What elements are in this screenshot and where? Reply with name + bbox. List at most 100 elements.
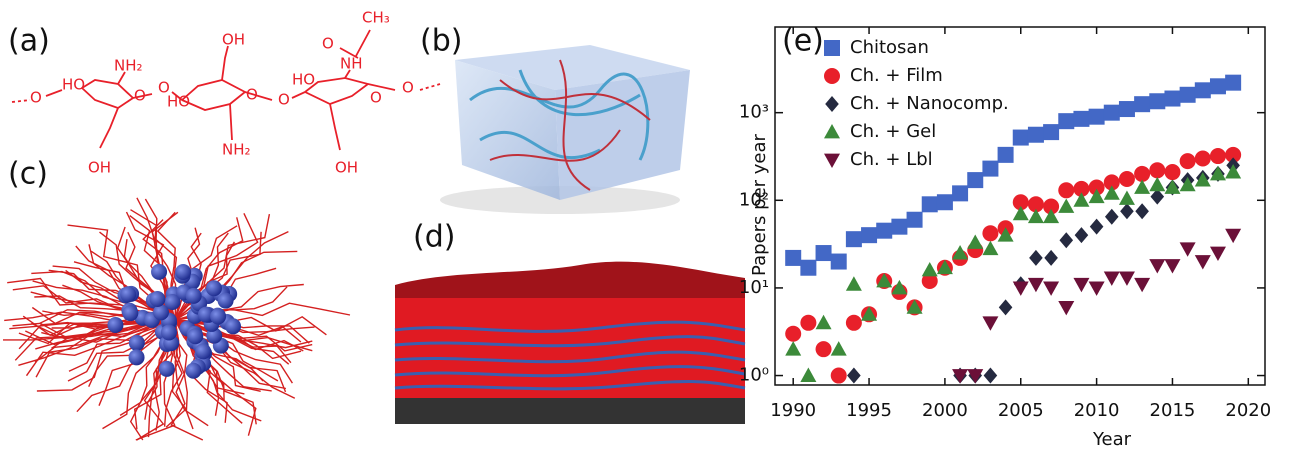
micelle-core — [205, 280, 222, 297]
micelle-core — [120, 286, 137, 303]
data-point — [1089, 218, 1104, 235]
data-point — [785, 341, 802, 356]
x-tick-label: 2010 — [1074, 400, 1120, 421]
data-point — [847, 367, 861, 384]
data-point — [845, 231, 862, 248]
data-point — [1164, 179, 1181, 194]
micelle-core — [195, 343, 212, 360]
x-tick-label: 1990 — [770, 400, 816, 421]
gel-illustration — [440, 45, 690, 214]
micelle-core — [158, 360, 175, 377]
data-point — [1149, 93, 1166, 110]
data-point — [1012, 194, 1029, 211]
data-point — [1120, 203, 1134, 220]
polymer-chain — [68, 319, 176, 372]
data-point — [967, 172, 984, 189]
micelle-core — [210, 308, 227, 325]
y-tick-label: 10⁰ — [739, 365, 769, 386]
data-point — [967, 369, 984, 384]
data-point — [982, 240, 999, 256]
micelle-core — [164, 294, 181, 311]
polymer-chain — [174, 319, 262, 422]
micelle-core — [107, 317, 124, 334]
x-tick-label: 2020 — [1225, 400, 1271, 421]
data-point — [982, 225, 999, 242]
polymer-chain — [174, 217, 244, 321]
data-point — [1103, 185, 1120, 200]
data-point — [1103, 174, 1120, 191]
data-point — [952, 245, 969, 260]
data-point — [1058, 113, 1075, 130]
data-point — [1194, 255, 1211, 270]
polymer-chain — [36, 319, 176, 392]
data-point — [800, 314, 817, 331]
data-point — [1029, 249, 1043, 266]
data-point — [830, 367, 847, 384]
data-point — [1043, 198, 1060, 215]
micelle-core — [160, 324, 177, 341]
micelle-core — [197, 306, 214, 323]
data-point — [1179, 153, 1196, 170]
atom-label: OH — [88, 159, 111, 177]
atom-label: OH — [335, 159, 358, 177]
data-point — [1088, 179, 1105, 196]
data-point — [1088, 188, 1105, 204]
data-point — [1209, 165, 1226, 181]
legend-label: Ch. + Film — [850, 65, 943, 86]
atom-label: HO — [62, 76, 85, 94]
data-point — [1209, 148, 1226, 165]
data-point — [891, 218, 908, 235]
data-point — [998, 299, 1013, 316]
atom-label: NH₂ — [114, 57, 143, 75]
data-point — [1027, 208, 1044, 224]
x-axis-label: Year — [1092, 429, 1132, 450]
micelle-core — [185, 362, 202, 379]
data-point — [845, 276, 862, 291]
atom-label: HO — [292, 71, 315, 89]
data-point — [1179, 242, 1196, 257]
data-point — [815, 245, 832, 262]
atom-label: OH — [222, 31, 245, 49]
data-point — [1118, 271, 1135, 286]
legend-marker — [824, 153, 840, 168]
data-point — [1103, 104, 1120, 121]
polymer-chain — [174, 315, 327, 336]
polymer-chain — [174, 241, 236, 321]
data-point — [1164, 259, 1181, 274]
data-point — [1150, 188, 1165, 205]
data-point — [1149, 259, 1166, 274]
micelle-core — [175, 264, 192, 281]
atom-label: O — [158, 79, 170, 97]
y-axis-label: Papers per year — [749, 133, 770, 275]
atom-label: HO — [167, 93, 190, 111]
micelle-core — [122, 305, 139, 322]
data-point — [936, 259, 953, 275]
data-point — [1044, 249, 1058, 266]
data-point — [983, 367, 998, 384]
legend-label: Ch. + Lbl — [850, 149, 933, 170]
data-point — [1073, 192, 1090, 207]
data-point — [1058, 198, 1075, 213]
legend-label: Chitosan — [850, 37, 929, 58]
data-point — [1225, 228, 1242, 244]
data-point — [1194, 150, 1211, 167]
y-tick-label: 10² — [739, 189, 769, 210]
data-point — [1134, 277, 1151, 293]
x-tick-label: 2015 — [1150, 400, 1196, 421]
polymer-chain — [31, 270, 176, 321]
data-point — [952, 369, 969, 384]
data-point — [1194, 172, 1211, 187]
micelle-core — [128, 334, 145, 351]
legend-marker — [824, 68, 840, 84]
data-point — [1058, 182, 1075, 199]
data-point — [1103, 271, 1120, 286]
data-point — [997, 227, 1014, 242]
data-point — [830, 341, 847, 356]
panel-label: (b) — [420, 24, 462, 59]
data-point — [1043, 208, 1060, 224]
chart: (e) Year Papers per year 1990 1995 2000 200… — [739, 24, 1271, 451]
data-point — [1043, 124, 1060, 141]
data-point — [1135, 203, 1149, 220]
data-point — [800, 259, 817, 276]
data-point — [982, 160, 999, 177]
